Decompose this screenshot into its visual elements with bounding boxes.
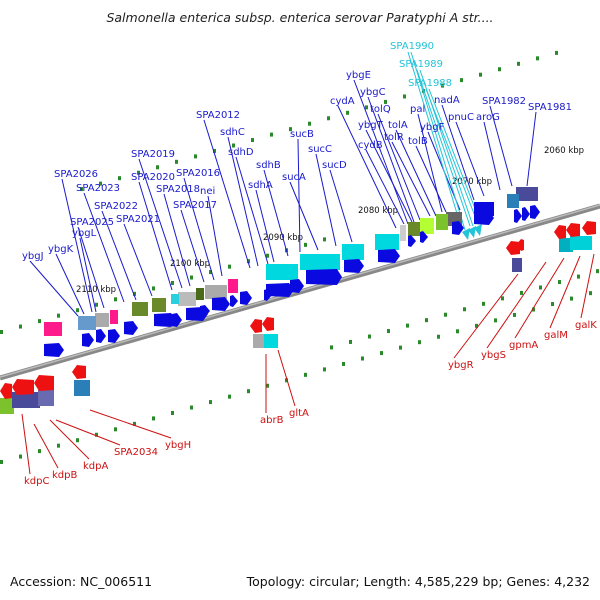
forward-gene-label: cydB <box>358 140 383 151</box>
forward-gene-label: nei <box>200 186 215 197</box>
forward-gene-label: pnuC <box>448 112 474 123</box>
rna-gene-label: SPA1989 <box>399 59 443 70</box>
forward-gene-label: sdhC <box>220 127 245 138</box>
forward-gene-label: tolQ <box>370 104 391 115</box>
forward-gene-label: SPA2018 <box>156 184 200 195</box>
forward-gene-label: sucD <box>322 160 347 171</box>
rna-gene-label: SPA1988 <box>408 78 452 89</box>
forward-gene-label: SPA2017 <box>173 200 217 211</box>
forward-gene-label: SPA1981 <box>528 102 572 113</box>
reverse-gene-label: abrB <box>260 415 284 426</box>
forward-gene-label: ybgC <box>360 87 386 98</box>
rna-arrows <box>462 224 482 240</box>
forward-gene-label: SPA2019 <box>131 149 175 160</box>
forward-gene-label: SPA2016 <box>176 168 220 179</box>
reverse-gene-label: galM <box>544 330 568 341</box>
forward-gene-label: SPA2023 <box>76 183 120 194</box>
tick-label: 2080 kbp <box>358 206 398 216</box>
forward-gene-label: SPA2025 <box>70 217 114 228</box>
reverse-arrows <box>0 221 596 399</box>
tick-label: 2100 kbp <box>170 259 210 269</box>
forward-gene-label: tolB <box>408 136 428 147</box>
forward-gene-label: aroG <box>476 112 500 123</box>
tick-label: 2070 kbp <box>452 177 492 187</box>
reverse-gene-label: kdpA <box>83 461 108 472</box>
reverse-gene-label: gltA <box>289 408 309 419</box>
forward-gene-label: ybgE <box>346 70 371 81</box>
genome-title: Salmonella enterica subsp. enterica sero… <box>106 10 494 25</box>
reverse-gene-label: ybgH <box>165 440 191 451</box>
forward-gene-label: SPA2020 <box>131 172 175 183</box>
forward-gene-label: tolA <box>388 120 408 131</box>
forward-gene-label: sucB <box>290 129 314 140</box>
tick-label: 2110 kbp <box>76 285 116 295</box>
tick-label: 2060 kbp <box>544 146 584 156</box>
forward-gene-label: SPA2021 <box>116 214 160 225</box>
forward-gene-label: SPA1982 <box>482 96 526 107</box>
forward-gene-label: ybgK <box>48 244 74 255</box>
genome-backbone <box>0 203 600 381</box>
forward-gene-label: ybgF <box>420 122 445 133</box>
forward-gene-label: SPA2026 <box>54 169 98 180</box>
topology-info: Topology: circular; Length: 4,585,229 bp… <box>246 574 590 589</box>
forward-gene-label: sucA <box>282 172 306 183</box>
reverse-gene-label: ybgR <box>448 360 474 371</box>
forward-gene-label: sucC <box>308 144 332 155</box>
forward-gene-label: sdhD <box>228 147 254 158</box>
forward-arrows <box>44 205 540 357</box>
reverse-gene-label: kdpC <box>24 476 49 487</box>
forward-gene-label: sdhA <box>248 180 273 191</box>
forward-gene-label: pal <box>410 104 425 115</box>
forward-gene-label: ybgL <box>72 228 97 239</box>
forward-gene-label: SPA2022 <box>94 201 138 212</box>
accession-number: Accession: NC_006511 <box>10 574 153 589</box>
forward-gene-label: ybgT <box>358 120 384 131</box>
reverse-gene-label: SPA2034 <box>114 447 158 458</box>
reverse-gene-label: kdpB <box>52 470 77 481</box>
reverse-gene-label: gpmA <box>509 340 538 351</box>
reverse-gene-label: galK <box>575 320 597 331</box>
gene-blocks <box>0 187 592 414</box>
reverse-gene-label: ybgS <box>481 350 506 361</box>
rna-gene-label: SPA1990 <box>390 41 434 52</box>
forward-gene-label: cydA <box>330 96 355 107</box>
forward-gene-label: ybgJ <box>22 251 44 262</box>
forward-gene-label: sdhB <box>256 160 281 171</box>
forward-gene-label: tolR <box>384 132 404 143</box>
label-connectors <box>21 51 595 475</box>
tick-dots <box>0 50 599 464</box>
forward-gene-label: SPA2012 <box>196 110 240 121</box>
forward-gene-label: nadA <box>434 95 460 106</box>
